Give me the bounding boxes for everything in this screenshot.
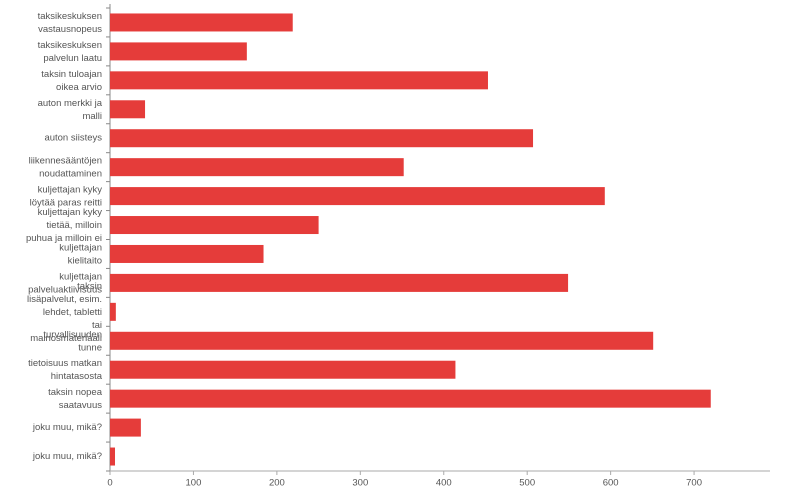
bar bbox=[110, 360, 456, 379]
y-tick-label: tietoisuus matkan hintatasosta bbox=[28, 358, 103, 382]
x-tick-label: 100 bbox=[186, 478, 202, 489]
x-tick-label: 500 bbox=[519, 478, 535, 489]
bar bbox=[110, 331, 654, 350]
y-tick-label: kuljettajan kielitaito bbox=[59, 242, 102, 266]
bar bbox=[110, 273, 569, 292]
y-tick-label: auton merkki ja malli bbox=[38, 97, 103, 121]
bar bbox=[110, 100, 146, 119]
x-tick-label: 600 bbox=[603, 478, 619, 489]
y-tick-label: joku muu, mikä? bbox=[32, 451, 102, 462]
bar bbox=[110, 389, 711, 408]
x-tick-label: 200 bbox=[269, 478, 285, 489]
bar bbox=[110, 418, 141, 437]
x-tick-label: 300 bbox=[352, 478, 368, 489]
y-tick-label: kuljettajan kyky tietää, milloin puhua ja … bbox=[26, 207, 102, 244]
bar bbox=[110, 71, 488, 90]
bar bbox=[110, 129, 534, 148]
bar bbox=[110, 447, 116, 466]
bar bbox=[110, 13, 293, 32]
y-tick-label: turvallisuuden tunne bbox=[43, 329, 102, 353]
bar bbox=[110, 216, 319, 235]
y-tick-label: taksin tuloajan oikea arvio bbox=[41, 68, 102, 92]
x-tick-label: 400 bbox=[436, 478, 452, 489]
bar bbox=[110, 244, 264, 263]
y-tick-label: kuljettajan kyky löytää paras reitti bbox=[30, 184, 103, 208]
y-tick-label: taksikeskuksen vastausnopeus bbox=[38, 10, 103, 34]
y-tick-label: kuljettajan palveluaktiivisuus bbox=[28, 271, 102, 295]
bar bbox=[110, 187, 605, 206]
y-tick-label: taksikeskuksen palvelun laatu bbox=[38, 39, 102, 63]
y-tick-label: taksin nopea saatavuus bbox=[48, 387, 103, 411]
bar bbox=[110, 42, 247, 61]
x-tick-label: 0 bbox=[107, 478, 112, 489]
bar bbox=[110, 158, 404, 177]
x-tick-label: 700 bbox=[686, 478, 702, 489]
y-tick-label: joku muu, mikä? bbox=[32, 422, 102, 433]
y-tick-label: auton siisteys bbox=[44, 133, 102, 144]
bar bbox=[110, 302, 116, 321]
y-tick-label: taksin lisäpalvelut, esim. lehdet, tablett… bbox=[27, 280, 102, 343]
y-tick-label: liikennesääntöjen noudattaminen bbox=[29, 155, 102, 179]
